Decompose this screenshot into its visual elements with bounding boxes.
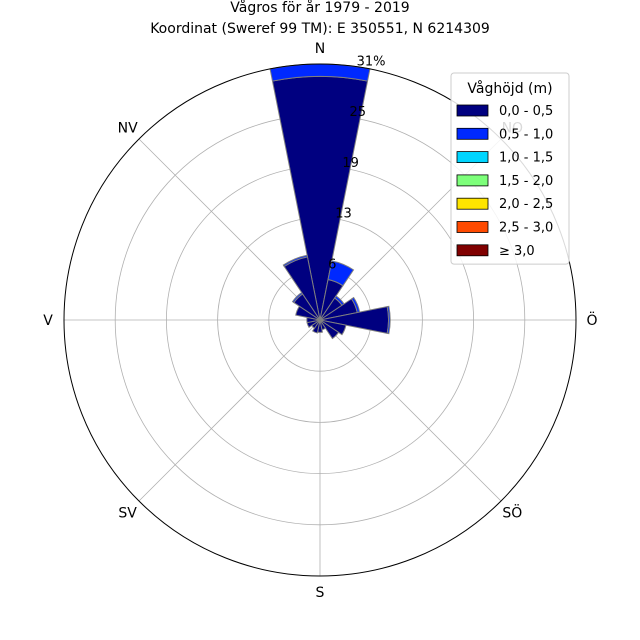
- legend-label-5: 2,5 - 3,0: [499, 221, 553, 236]
- direction-label-7: NV: [118, 121, 138, 137]
- radial-tick-label-0: 6: [328, 257, 336, 272]
- direction-label-6: V: [43, 313, 53, 329]
- legend-swatch-1: [456, 127, 489, 140]
- bar-90-1: [386, 305, 391, 335]
- angular-gridline-7: [138, 138, 321, 321]
- legend-swatch-3: [456, 174, 489, 187]
- legend-label-2: 1,0 - 1,5: [499, 151, 553, 166]
- direction-label-3: SÖ: [502, 503, 522, 521]
- angular-gridline-3: [319, 319, 502, 502]
- bar-337.5-1: [282, 254, 309, 268]
- legend-label-3: 1,5 - 2,0: [499, 174, 553, 189]
- legend-frame: [450, 72, 570, 265]
- bar-22.5-1: [327, 260, 355, 287]
- radial-tick-label-3: 25: [350, 105, 367, 120]
- chart-title-line2: Koordinat (Sweref 99 TM): E 350551, N 62…: [150, 21, 490, 37]
- direction-label-5: SV: [118, 505, 137, 521]
- legend-swatch-5: [456, 221, 489, 233]
- legend-swatch-2: [456, 151, 489, 164]
- legend-label-6: ≥ 3,0: [499, 244, 535, 259]
- legend-swatch-6: [456, 244, 489, 257]
- angular-gridline-5: [138, 319, 321, 502]
- bar-layer: [269, 63, 391, 340]
- bar-135-0: [319, 319, 340, 340]
- polar-frame: [63, 63, 577, 577]
- legend-label-4: 2,0 - 2,5: [499, 197, 553, 212]
- radial-tick-labels: 6 13 19 25 31%: [328, 54, 385, 272]
- legend: Våghöjd (m) 0,0 - 0,5 0,5 - 1,0 1,0 - 1,5 1…: [450, 72, 570, 265]
- radial-tick-label-2: 19: [342, 156, 359, 171]
- chart-title-line1: Vågros för år 1979 - 2019: [230, 0, 409, 16]
- legend-title: Våghöjd (m): [467, 80, 552, 97]
- legend-label-0: 0,0 - 0,5: [499, 104, 553, 119]
- direction-label-2: Ö: [586, 311, 597, 329]
- legend-label-1: 0,5 - 1,0: [499, 127, 553, 142]
- radial-tick-label-4: 31%: [357, 54, 386, 69]
- legend-swatch-0: [456, 104, 489, 117]
- radial-tick-label-1: 13: [335, 207, 352, 222]
- direction-label-4: S: [316, 585, 325, 601]
- direction-label-0: N: [315, 41, 325, 57]
- legend-swatch-4: [456, 197, 489, 210]
- bar-112.5-0: [319, 319, 347, 336]
- legend-items: 0,0 - 0,5 0,5 - 1,0 1,0 - 1,5 1,5 - 2,0 2,0 …: [456, 104, 553, 259]
